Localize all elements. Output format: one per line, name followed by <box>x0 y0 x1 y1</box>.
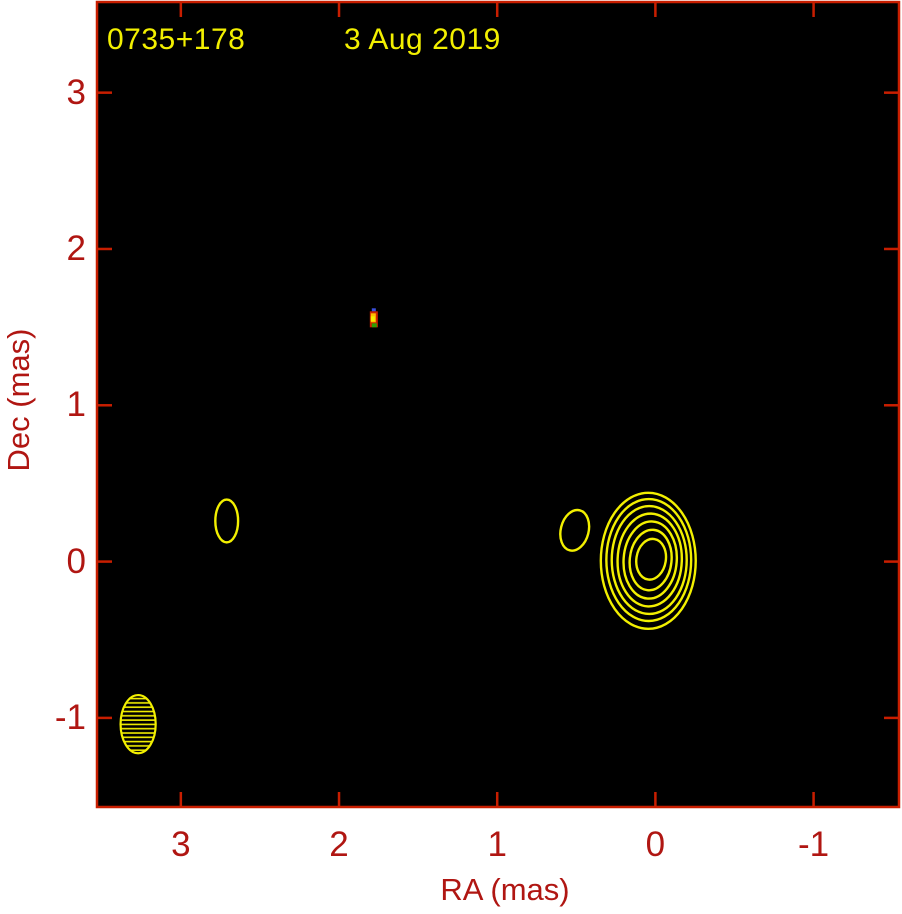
y-tick-label: 3 <box>66 72 86 112</box>
plot-area <box>97 2 899 807</box>
core-component-contour <box>635 537 668 581</box>
core-component-contour <box>610 504 688 616</box>
restoring-beam-outline <box>119 693 157 755</box>
x-tick-label: -1 <box>798 825 830 864</box>
observation-date: 3 Aug 2019 <box>344 23 501 56</box>
restoring-beam-hatch <box>120 695 156 754</box>
polarized-spot <box>369 308 378 328</box>
y-tick-label: 0 <box>66 541 86 581</box>
core-component-contour <box>628 528 673 592</box>
core-component-contour <box>605 497 693 623</box>
axis-ticks <box>97 2 899 807</box>
x-tick-label: 2 <box>329 825 349 864</box>
y-tick-label: -1 <box>54 697 86 737</box>
x-tick-label: 3 <box>171 825 191 864</box>
y-tick-label: 2 <box>66 228 86 268</box>
x-tick-label: 1 <box>487 825 507 864</box>
core-component-contour <box>616 512 684 608</box>
x-tick-label: 0 <box>645 825 666 864</box>
core-component-contour <box>599 491 697 631</box>
x-axis-title: RA (mas) <box>440 872 570 907</box>
core-component-contour <box>622 520 679 600</box>
plot-frame <box>95 0 901 809</box>
outer-jet-knot-contour <box>214 498 240 544</box>
inner-jet-knot-contour <box>559 508 591 552</box>
source-name-title: 0735+178 <box>107 23 246 56</box>
map-features <box>119 308 697 755</box>
y-tick-label: 1 <box>66 385 86 425</box>
